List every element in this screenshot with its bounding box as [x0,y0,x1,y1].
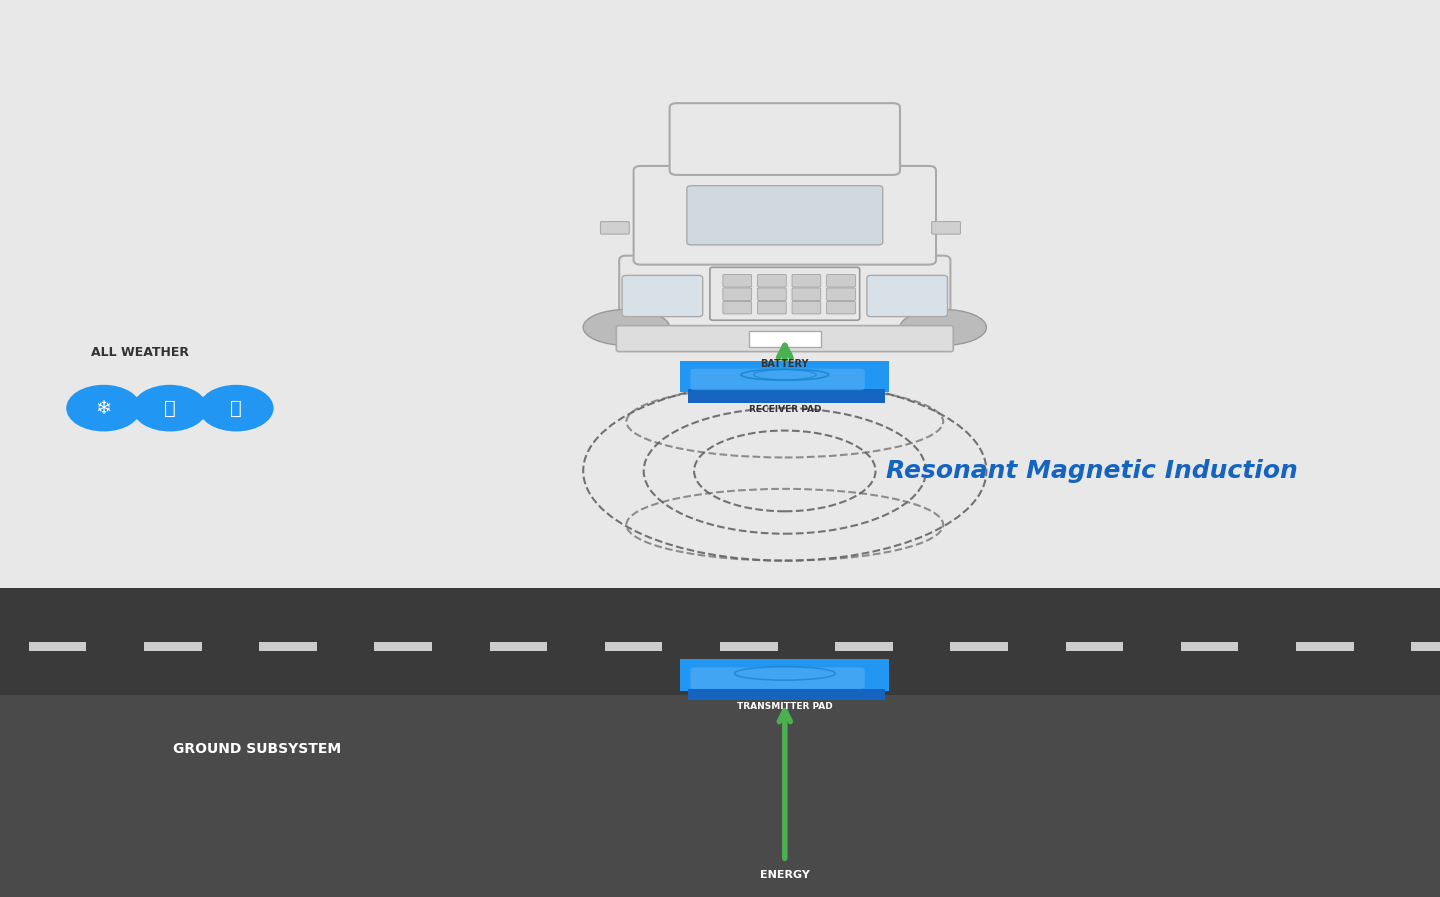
FancyBboxPatch shape [0,695,1440,897]
Text: 💧: 💧 [164,398,176,418]
FancyBboxPatch shape [792,288,821,300]
FancyBboxPatch shape [688,689,884,700]
FancyBboxPatch shape [0,0,1440,588]
FancyBboxPatch shape [616,326,953,352]
FancyArrowPatch shape [779,345,791,361]
FancyBboxPatch shape [691,667,864,689]
FancyBboxPatch shape [670,103,900,175]
Text: BATTERY: BATTERY [760,359,809,369]
FancyBboxPatch shape [749,331,821,347]
FancyBboxPatch shape [827,288,855,300]
FancyBboxPatch shape [687,186,883,245]
FancyBboxPatch shape [757,274,786,287]
Text: TRANSMITTER PAD: TRANSMITTER PAD [737,702,832,711]
Circle shape [66,385,141,431]
FancyBboxPatch shape [490,642,547,651]
FancyBboxPatch shape [723,274,752,287]
FancyBboxPatch shape [835,642,893,651]
Text: ENERGY: ENERGY [760,870,809,880]
Text: ALL WEATHER: ALL WEATHER [91,346,189,359]
FancyBboxPatch shape [1296,642,1354,651]
FancyBboxPatch shape [827,301,855,314]
FancyBboxPatch shape [757,301,786,314]
FancyBboxPatch shape [681,361,890,392]
FancyBboxPatch shape [688,389,884,403]
Ellipse shape [583,309,670,345]
FancyBboxPatch shape [259,642,317,651]
FancyBboxPatch shape [622,275,703,317]
Text: GROUND SUBSYSTEM: GROUND SUBSYSTEM [173,742,341,756]
Circle shape [132,385,207,431]
FancyBboxPatch shape [600,222,629,234]
Text: RECEIVER PAD: RECEIVER PAD [749,405,821,414]
FancyBboxPatch shape [757,288,786,300]
FancyBboxPatch shape [792,301,821,314]
FancyBboxPatch shape [681,659,890,691]
Text: 〜: 〜 [230,398,242,418]
FancyBboxPatch shape [605,642,662,651]
Ellipse shape [900,309,986,345]
FancyBboxPatch shape [1181,642,1238,651]
Text: Resonant Magnetic Induction: Resonant Magnetic Induction [886,459,1297,483]
FancyBboxPatch shape [932,222,960,234]
FancyBboxPatch shape [1066,642,1123,651]
FancyBboxPatch shape [691,369,864,390]
FancyBboxPatch shape [144,642,202,651]
FancyBboxPatch shape [867,275,948,317]
FancyBboxPatch shape [29,642,86,651]
FancyBboxPatch shape [0,588,1440,695]
FancyBboxPatch shape [619,256,950,336]
FancyBboxPatch shape [723,301,752,314]
Circle shape [199,385,274,431]
FancyArrowPatch shape [779,710,791,858]
FancyBboxPatch shape [374,642,432,651]
FancyBboxPatch shape [634,166,936,265]
FancyBboxPatch shape [950,642,1008,651]
FancyBboxPatch shape [827,274,855,287]
FancyBboxPatch shape [720,642,778,651]
FancyBboxPatch shape [723,288,752,300]
FancyBboxPatch shape [792,274,821,287]
FancyBboxPatch shape [1411,642,1440,651]
Text: ❄: ❄ [95,398,112,418]
